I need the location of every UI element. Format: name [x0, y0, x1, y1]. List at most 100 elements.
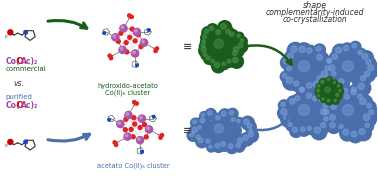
- Circle shape: [139, 45, 143, 49]
- Circle shape: [364, 71, 370, 77]
- Circle shape: [209, 26, 214, 31]
- Circle shape: [221, 120, 239, 137]
- Circle shape: [325, 57, 335, 67]
- Circle shape: [296, 102, 309, 115]
- Circle shape: [348, 128, 363, 143]
- Circle shape: [209, 119, 226, 135]
- Circle shape: [209, 58, 218, 66]
- Circle shape: [128, 35, 132, 39]
- Circle shape: [214, 33, 232, 51]
- Circle shape: [325, 66, 329, 71]
- Circle shape: [211, 59, 214, 63]
- Circle shape: [346, 54, 367, 75]
- Circle shape: [206, 139, 210, 143]
- Circle shape: [191, 118, 200, 128]
- Circle shape: [335, 47, 341, 53]
- Circle shape: [212, 59, 225, 73]
- Circle shape: [223, 27, 234, 38]
- Circle shape: [316, 46, 321, 51]
- Circle shape: [356, 95, 373, 111]
- Circle shape: [232, 51, 237, 55]
- Circle shape: [214, 62, 220, 67]
- Circle shape: [222, 62, 226, 66]
- Circle shape: [359, 98, 366, 105]
- Circle shape: [307, 126, 311, 130]
- Text: hydroxido-acetato: hydroxido-acetato: [98, 83, 158, 89]
- Circle shape: [336, 91, 340, 95]
- Circle shape: [132, 50, 139, 57]
- Circle shape: [235, 32, 244, 41]
- Circle shape: [351, 131, 357, 137]
- Circle shape: [349, 84, 361, 97]
- Circle shape: [295, 101, 319, 125]
- Circle shape: [135, 30, 137, 32]
- Circle shape: [200, 118, 205, 123]
- Circle shape: [116, 39, 120, 43]
- Circle shape: [336, 76, 350, 90]
- Circle shape: [224, 122, 241, 140]
- Text: Co(: Co(: [5, 57, 20, 66]
- Circle shape: [118, 122, 121, 124]
- Circle shape: [334, 92, 342, 100]
- Circle shape: [298, 125, 310, 136]
- Circle shape: [198, 116, 210, 128]
- Circle shape: [324, 110, 329, 115]
- Circle shape: [222, 44, 234, 57]
- Circle shape: [332, 80, 338, 86]
- Circle shape: [215, 42, 231, 59]
- Circle shape: [322, 93, 330, 100]
- Circle shape: [282, 73, 287, 78]
- Circle shape: [325, 62, 341, 77]
- Circle shape: [334, 99, 336, 102]
- Circle shape: [298, 85, 308, 96]
- Circle shape: [348, 87, 362, 100]
- Circle shape: [215, 131, 229, 145]
- Circle shape: [327, 58, 332, 63]
- Circle shape: [293, 93, 305, 106]
- Circle shape: [288, 62, 303, 77]
- Circle shape: [285, 64, 296, 75]
- Circle shape: [313, 81, 319, 87]
- Circle shape: [341, 43, 354, 56]
- Circle shape: [307, 83, 312, 88]
- Circle shape: [279, 100, 290, 111]
- Circle shape: [299, 92, 315, 108]
- Circle shape: [193, 120, 197, 124]
- Circle shape: [227, 30, 239, 41]
- Circle shape: [115, 143, 118, 146]
- Circle shape: [215, 143, 220, 148]
- Circle shape: [340, 126, 355, 141]
- Circle shape: [302, 99, 322, 118]
- Circle shape: [152, 115, 155, 118]
- Circle shape: [331, 88, 338, 95]
- Circle shape: [222, 128, 233, 139]
- Circle shape: [363, 121, 373, 132]
- Circle shape: [8, 139, 13, 144]
- Circle shape: [248, 132, 253, 137]
- Circle shape: [225, 135, 237, 147]
- Circle shape: [143, 123, 146, 127]
- Circle shape: [363, 114, 370, 121]
- Circle shape: [363, 57, 376, 70]
- Circle shape: [283, 59, 288, 64]
- Circle shape: [355, 80, 371, 96]
- Circle shape: [124, 117, 128, 121]
- Circle shape: [314, 51, 328, 66]
- Circle shape: [138, 115, 146, 122]
- Circle shape: [215, 116, 228, 128]
- Circle shape: [343, 129, 349, 135]
- Circle shape: [280, 56, 294, 69]
- Circle shape: [305, 124, 316, 134]
- Circle shape: [247, 124, 252, 128]
- Circle shape: [120, 25, 127, 32]
- Circle shape: [24, 140, 28, 144]
- Circle shape: [207, 43, 223, 59]
- Circle shape: [201, 47, 206, 52]
- Circle shape: [327, 100, 342, 115]
- Circle shape: [317, 84, 320, 87]
- Circle shape: [307, 48, 312, 53]
- Circle shape: [103, 32, 105, 34]
- Circle shape: [335, 106, 349, 120]
- Circle shape: [290, 124, 303, 137]
- Circle shape: [110, 57, 113, 60]
